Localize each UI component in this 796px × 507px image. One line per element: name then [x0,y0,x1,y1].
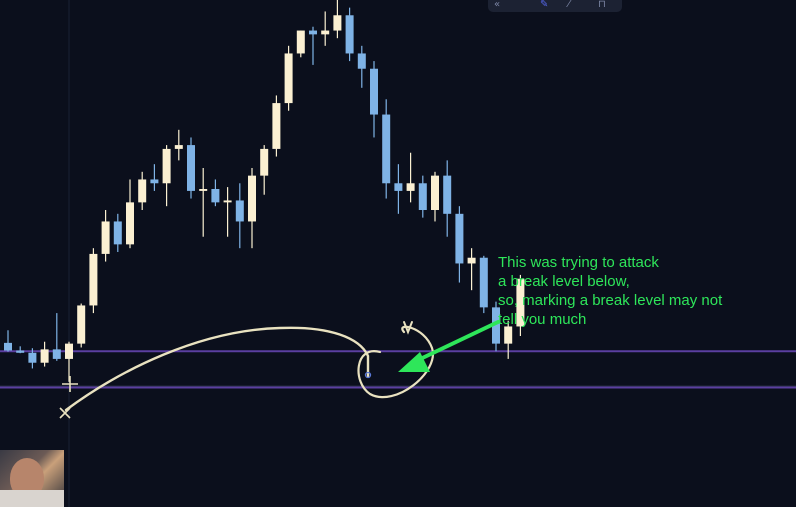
candle [150,164,158,191]
candle [443,160,451,236]
candle [394,164,402,214]
drawn-arc [66,328,368,410]
pen-icon[interactable]: ✎ [540,0,554,10]
candle-body [382,115,390,184]
candle-body [138,179,146,202]
candle [41,342,49,367]
candle-body [211,189,219,202]
break-level-lines [0,351,796,387]
candle [102,210,110,262]
presenter-shirt [0,490,64,507]
candle-body [309,31,317,35]
candle-body [260,149,268,176]
candles [4,0,524,382]
crosshair-mark [62,376,78,392]
hand-drawn-annotations [60,322,498,418]
candle [358,46,366,88]
candle [163,145,171,206]
candle-body [65,344,73,359]
candle [468,248,476,290]
candle-body [346,15,354,53]
candle-body [468,258,476,264]
candle-body [358,53,366,68]
candle-body [89,254,97,306]
candle-body [394,183,402,191]
candle [346,8,354,61]
crop-icon[interactable]: ⊓ [598,0,612,10]
candle-body [285,53,293,103]
candle-body [114,221,122,244]
candle [333,0,341,38]
candle [187,137,195,198]
candle-body [370,69,378,115]
candle [4,330,12,351]
drawing-toolbar[interactable]: « ✎ ⁄ ⊓ [488,0,622,12]
candle [382,99,390,198]
annotation-line: tell you much [498,310,788,329]
candle [407,153,415,203]
candle-body [224,200,232,202]
candle [126,179,134,248]
annotation-line: a break level below, [498,272,788,291]
candle [224,187,232,237]
candle [370,61,378,137]
candle-body [187,145,195,191]
candle-body [150,179,158,183]
candle [321,11,329,45]
annotation-line: so, marking a break level may not [498,291,788,310]
candle-body [77,305,85,343]
candle [138,172,146,210]
candle [455,206,463,282]
candle-body [455,214,463,264]
candle [285,46,293,111]
candle-body [199,189,207,191]
candle [114,214,122,252]
candle-body [16,351,24,353]
candle [89,248,97,313]
candle [236,183,244,248]
candle-body [236,200,244,221]
candle-body [333,15,341,30]
candle [480,256,488,313]
candle [248,168,256,248]
candle-body [248,176,256,222]
candle-body [419,183,427,210]
candle [199,168,207,237]
candle-body [407,183,415,191]
candle-body [163,149,171,183]
candle [16,346,24,353]
candle-body [443,176,451,214]
webcam-overlay [0,450,64,507]
candle [260,145,268,195]
candle-body [28,353,36,363]
candle [175,130,183,161]
candle [431,172,439,222]
candle-body [431,176,439,210]
candle [297,31,305,58]
candle [272,95,280,156]
candle-body [504,326,512,343]
candle-body [102,221,110,253]
candle-body [53,349,61,359]
candle [65,342,73,382]
double-chevron-icon[interactable]: « [494,0,508,10]
candle-body [321,31,329,35]
candle [419,176,427,218]
candle-body [272,103,280,149]
green-arrow-line [414,322,498,362]
candle-body [126,202,134,244]
annotation-line: This was trying to attack [498,253,788,272]
annotation-text: This was trying to attack a break level … [498,253,788,329]
candle [53,313,61,361]
candle-body [4,343,12,351]
candle [309,27,317,65]
candle-body [175,145,183,149]
candle-body [480,258,488,308]
brush-icon[interactable]: ⁄ [568,0,582,10]
candle-body [41,349,49,362]
candle [77,304,85,348]
candle-body [297,31,305,54]
candle [211,179,219,206]
